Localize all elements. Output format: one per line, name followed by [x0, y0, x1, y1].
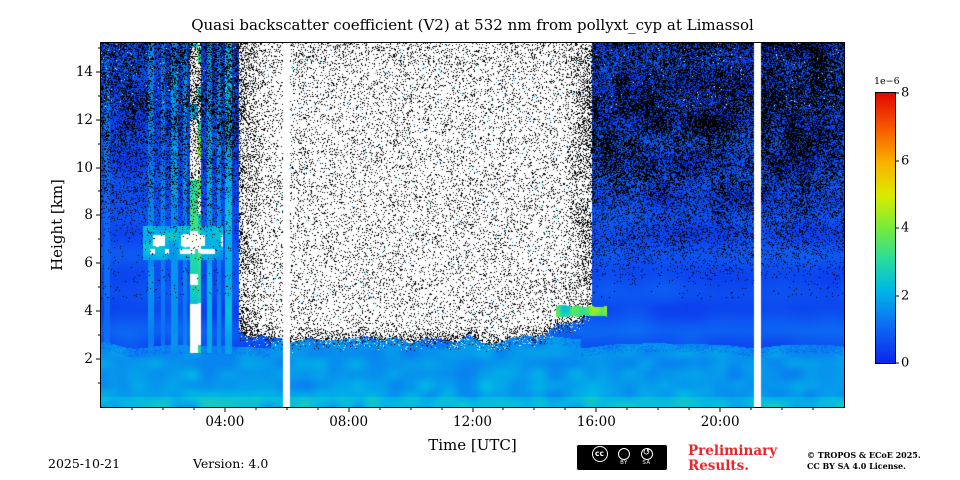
- x-tick-mark: [472, 407, 473, 412]
- cc-by-column: BY: [618, 447, 630, 468]
- y-minor-tick-mark: [98, 95, 101, 97]
- x-minor-tick-mark: [564, 407, 566, 410]
- y-tick-label: 6: [84, 255, 93, 272]
- preliminary-results-note: Preliminary Results.: [688, 443, 778, 475]
- x-minor-tick-mark: [812, 407, 814, 410]
- x-tick-label: 16:00: [576, 414, 616, 430]
- preliminary-line2: Results.: [688, 458, 749, 475]
- cc-logo-column: cc: [591, 445, 608, 470]
- y-tick-label: 10: [75, 159, 93, 176]
- y-tick-label: 14: [75, 63, 93, 80]
- cc-by-person-icon: [618, 447, 630, 460]
- y-tick-label: 4: [84, 303, 93, 320]
- x-axis-label: Time [UTC]: [428, 436, 517, 454]
- x-tick-mark: [719, 407, 721, 412]
- x-minor-tick-mark: [410, 407, 412, 410]
- x-tick-mark: [348, 407, 350, 412]
- cc-sa-label: SA: [642, 460, 651, 467]
- y-minor-tick-mark: [98, 382, 101, 384]
- version-label: Version: 4.0: [193, 456, 269, 471]
- colorbar: 0 2 4 6 8: [875, 86, 909, 371]
- license-line2: CC BY SA 4.0 License.: [807, 460, 906, 471]
- y-tick-label: 12: [75, 111, 93, 128]
- x-minor-tick-mark: [626, 407, 628, 410]
- colorbar-tick-label: 2: [901, 288, 910, 303]
- x-minor-tick-mark: [657, 407, 659, 410]
- cc-license-badge: cc BY ↺ SA: [576, 444, 668, 471]
- y-tick-mark: [96, 358, 101, 360]
- x-minor-tick-mark: [502, 407, 504, 410]
- x-minor-tick-mark: [131, 407, 133, 410]
- x-minor-tick-mark: [441, 407, 443, 410]
- y-tick-label: 8: [84, 207, 93, 224]
- x-minor-tick-mark: [317, 407, 319, 410]
- y-minor-tick-mark: [98, 334, 101, 336]
- cc-icon-text: cc: [595, 449, 604, 458]
- x-minor-tick-mark: [255, 407, 257, 410]
- y-tick-mark: [96, 119, 101, 121]
- x-tick-mark: [595, 407, 597, 412]
- y-axis-label: Height [km]: [48, 179, 66, 271]
- license-line1: © TROPOS & ECoE 2025.: [807, 450, 921, 460]
- colorbar-canvas: [876, 93, 895, 363]
- cc-icon: cc: [591, 445, 608, 462]
- cc-by-label: BY: [620, 460, 628, 467]
- x-minor-tick-mark: [688, 407, 690, 410]
- colorbar-tick-mark: [895, 362, 899, 364]
- colorbar-tick-label: 4: [901, 220, 910, 236]
- y-tick-mark: [96, 262, 101, 264]
- colorbar-exponent-label: 1e−6: [874, 76, 900, 87]
- y-minor-tick-mark: [98, 286, 101, 288]
- x-minor-tick-mark: [162, 407, 164, 410]
- x-minor-tick-mark: [193, 407, 195, 410]
- cc-sa-column: ↺ SA: [640, 447, 653, 468]
- heatmap-canvas: [101, 43, 844, 407]
- y-tick-mark: [96, 71, 101, 73]
- date-label: 2025-10-21: [48, 456, 121, 471]
- x-minor-tick-mark: [781, 407, 783, 410]
- x-minor-tick-mark: [379, 407, 381, 410]
- colorbar-tick-label: 6: [901, 153, 910, 168]
- cc-sa-arrow-icon: ↺: [640, 447, 653, 460]
- x-minor-tick-mark: [533, 407, 535, 410]
- heatmap-plot: 04:00 08:00 12:00 16:00 20:00 2 4 6 8 10 12 14: [76, 42, 845, 430]
- y-minor-tick-mark: [98, 47, 101, 49]
- colorbar-tick-mark: [895, 295, 899, 296]
- colorbar-tick-mark: [895, 227, 899, 229]
- y-minor-tick-mark: [98, 143, 101, 145]
- x-tick-label: 12:00: [453, 414, 492, 430]
- x-minor-tick-mark: [750, 407, 752, 410]
- y-minor-tick-mark: [98, 238, 101, 240]
- x-tick-mark: [224, 407, 226, 412]
- copyright-license-note: © TROPOS & ECoE 2025. CC BY SA 4.0 Licen…: [807, 450, 921, 472]
- colorbar-tick-mark: [895, 160, 899, 161]
- x-tick-label: 04:00: [205, 414, 245, 430]
- y-tick-label: 2: [84, 351, 93, 368]
- x-tick-label: 08:00: [329, 414, 369, 430]
- colorbar-tick-label: 0: [901, 355, 910, 371]
- y-tick-mark: [96, 310, 101, 312]
- colorbar-tick-label: 8: [901, 85, 910, 101]
- preliminary-line1: Preliminary: [688, 443, 778, 459]
- x-minor-tick-mark: [286, 407, 288, 410]
- colorbar-tick-mark: [895, 92, 899, 94]
- x-tick-label: 20:00: [700, 414, 740, 430]
- y-minor-tick-mark: [98, 190, 101, 192]
- y-tick-mark: [96, 214, 101, 216]
- y-tick-mark: [96, 167, 101, 169]
- chart-title: Quasi backscatter coefficient (V2) at 53…: [191, 16, 754, 34]
